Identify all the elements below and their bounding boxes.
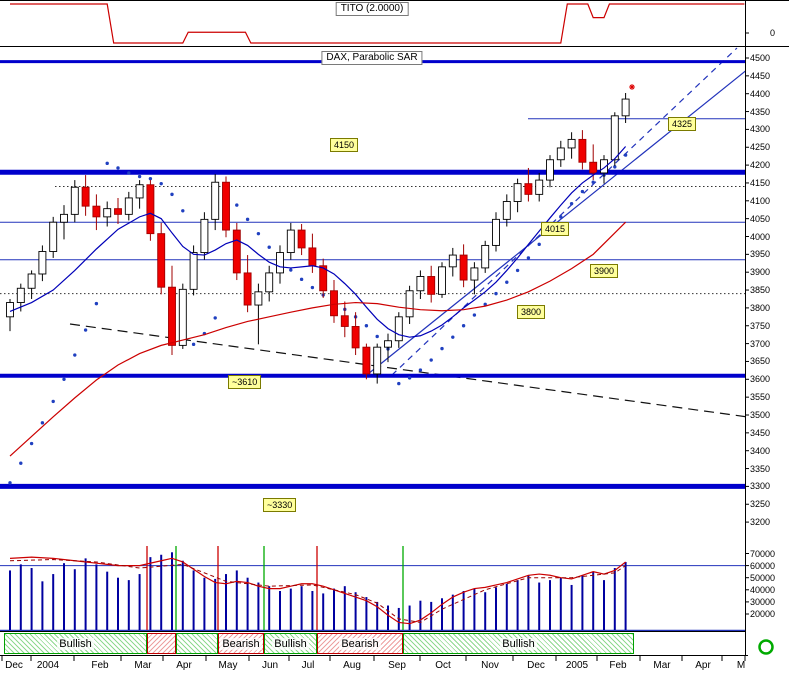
panel-borders	[0, 0, 789, 656]
candlesticks	[6, 92, 630, 384]
volume-ma-line	[9, 556, 626, 625]
last-signal-marker	[629, 84, 635, 90]
price-chart-group	[0, 47, 745, 489]
parabolic-sar-dots	[8, 153, 628, 485]
ma-long-line	[9, 221, 627, 457]
ma-short-line	[9, 146, 627, 338]
volume-chart-group	[0, 546, 745, 631]
volume-ma-dashed-line	[9, 559, 626, 623]
tito-line	[10, 3, 749, 44]
status-indicator-icon	[758, 639, 774, 655]
volume-bars	[9, 552, 627, 630]
